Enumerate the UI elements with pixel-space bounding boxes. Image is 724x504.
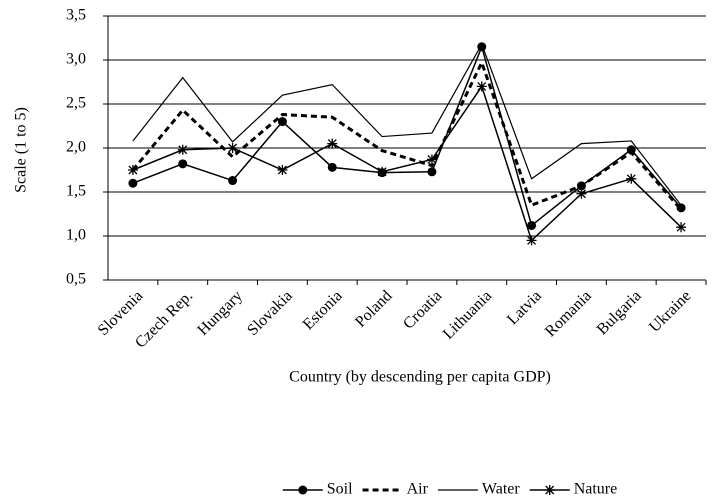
point (277, 165, 288, 175)
point (526, 235, 537, 246)
x-tick-label: Lithuania (440, 287, 495, 342)
point (277, 117, 287, 127)
point (178, 159, 188, 169)
point (228, 176, 238, 186)
y-tick-label: 2,0 (66, 139, 86, 156)
legend: Soil Air Water Nature (282, 481, 618, 498)
legend-marker (544, 485, 555, 495)
y-tick-label: 1,0 (66, 227, 86, 244)
x-tick-label: Bulgaria (594, 287, 645, 338)
point (527, 220, 537, 230)
x-tick-label: Hungary (194, 287, 246, 339)
point (626, 173, 637, 184)
series-line (132, 44, 682, 227)
point (676, 222, 687, 233)
y-tick-label: 2,5 (66, 95, 86, 112)
legend-label: Nature (574, 481, 618, 498)
point (327, 138, 338, 149)
point (227, 143, 238, 153)
series-line (132, 84, 682, 242)
x-tick-label: Latvia (504, 287, 545, 328)
point (377, 166, 388, 177)
x-tick-label: Slovenia (95, 287, 147, 339)
point (427, 167, 437, 177)
legend-marker (298, 485, 308, 495)
x-tick-label: Estonia (300, 287, 346, 333)
y-tick-label: 1,5 (66, 183, 86, 200)
point (128, 178, 138, 188)
y-axis-label: Scale (1 to 5) (13, 107, 30, 193)
point (127, 165, 138, 175)
x-tick-label: Romania (542, 287, 595, 340)
x-axis-label: Country (by descending per capita GDP) (289, 369, 551, 386)
x-tick-label: Ukraine (646, 287, 694, 335)
series-line (131, 58, 683, 211)
point (327, 162, 337, 172)
point (476, 81, 487, 92)
x-tick-label: Croatia (400, 287, 445, 332)
y-tick-label: 3,5 (66, 7, 86, 24)
point (426, 154, 437, 165)
legend-label: Water (482, 481, 520, 498)
x-tick-label: Poland (352, 287, 395, 330)
x-tick-label: Slovakia (244, 287, 296, 339)
point (177, 144, 188, 155)
y-tick-label: 3,0 (66, 51, 86, 68)
y-tick-label: 0,5 (66, 271, 86, 288)
point (626, 145, 636, 155)
legend-label: Air (407, 481, 429, 498)
legend-label: Soil (327, 481, 353, 498)
series-line (132, 42, 682, 206)
point (576, 188, 587, 199)
